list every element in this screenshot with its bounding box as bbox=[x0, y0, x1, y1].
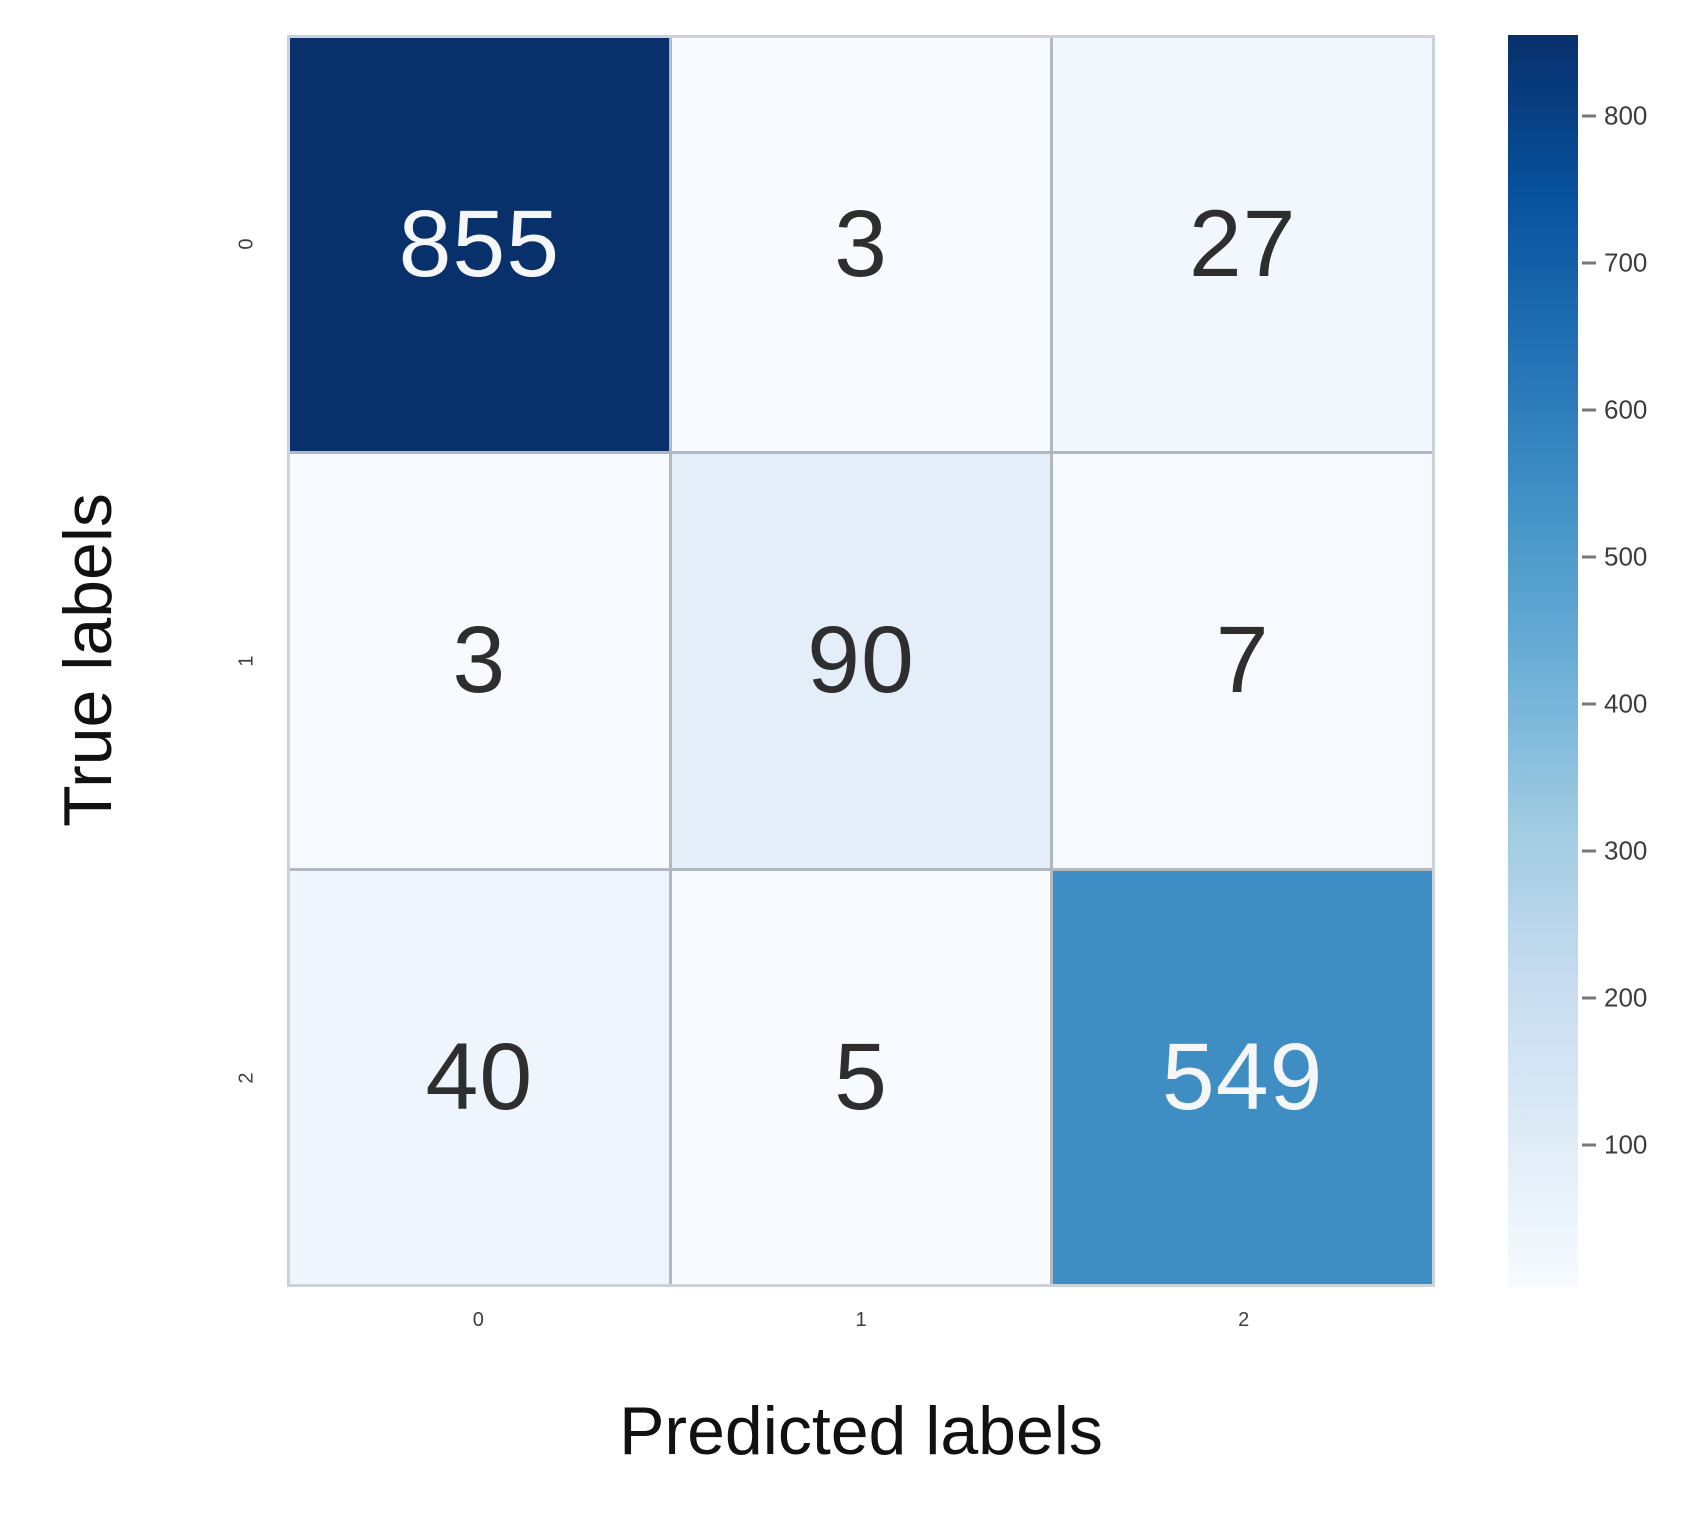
colorbar-tick-label-300: 300 bbox=[1604, 835, 1648, 866]
colorbar-tick-label-700: 700 bbox=[1604, 247, 1648, 278]
colorbar-tick-mark-800 bbox=[1582, 114, 1596, 118]
cell-r2-c2: 549 bbox=[1053, 870, 1432, 1284]
colorbar-tick-mark-400 bbox=[1582, 702, 1596, 706]
colorbar-tick-label-100: 100 bbox=[1604, 1129, 1648, 1160]
colorbar-tick-label-600: 600 bbox=[1604, 394, 1648, 425]
cell-r1-c2: 7 bbox=[1053, 454, 1432, 868]
x-tick-label-0: 0 bbox=[472, 1309, 484, 1331]
colorbar bbox=[1508, 35, 1578, 1288]
cell-r0-c0: 855 bbox=[290, 38, 669, 452]
x-tick-label-1: 1 bbox=[855, 1309, 867, 1331]
colorbar-tick-mark-500 bbox=[1582, 555, 1596, 559]
colorbar-tick-label-400: 400 bbox=[1604, 688, 1648, 719]
colorbar-tick-label-800: 800 bbox=[1604, 100, 1648, 131]
cell-r0-c1: 3 bbox=[671, 38, 1051, 452]
y-tick-label-2: 2 bbox=[235, 1072, 258, 1084]
y-tick-label-0: 0 bbox=[235, 238, 258, 250]
colorbar-tick-mark-300 bbox=[1582, 849, 1596, 853]
cell-r2-c1: 5 bbox=[671, 870, 1051, 1284]
x-axis-label: Predicted labels bbox=[619, 1393, 1103, 1469]
y-tick-label-1: 1 bbox=[235, 655, 258, 667]
x-tick-label-2: 2 bbox=[1238, 1309, 1250, 1331]
colorbar-tick-mark-700 bbox=[1582, 261, 1596, 265]
colorbar-tick-label-200: 200 bbox=[1604, 982, 1648, 1013]
cell-r1-c0: 3 bbox=[290, 454, 669, 868]
colorbar-tick-mark-100 bbox=[1582, 1143, 1596, 1147]
heatmap-grid: 855 3 27 3 90 7 40 5 549 bbox=[287, 35, 1435, 1287]
cell-r0-c2: 27 bbox=[1053, 38, 1432, 452]
cell-r2-c0: 40 bbox=[290, 870, 669, 1284]
colorbar-tick-label-500: 500 bbox=[1604, 541, 1648, 572]
cell-r1-c1: 90 bbox=[671, 454, 1051, 868]
y-axis-label: True labels bbox=[50, 493, 126, 827]
colorbar-tick-mark-200 bbox=[1582, 996, 1596, 1000]
colorbar-tick-mark-600 bbox=[1582, 408, 1596, 412]
